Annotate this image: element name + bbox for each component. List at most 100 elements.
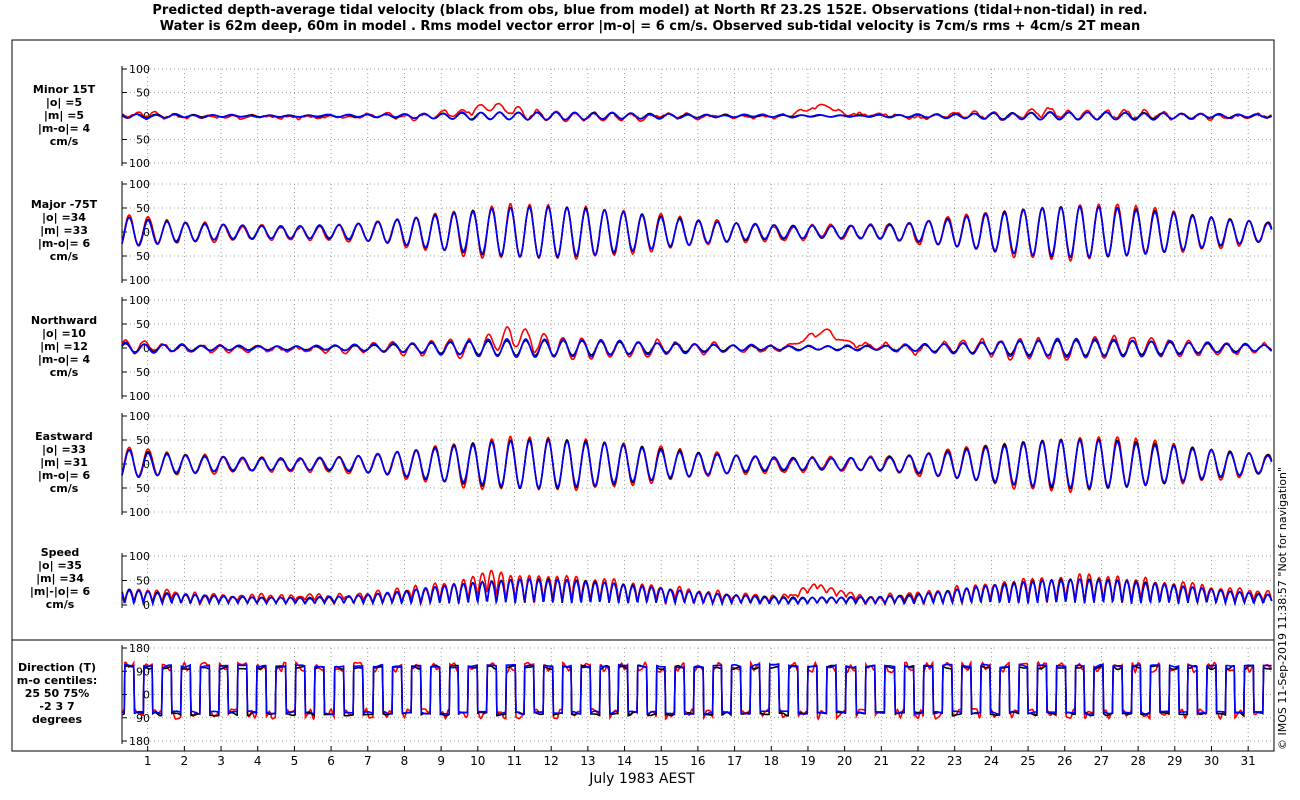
panel-label-line: |o| =10: [42, 327, 86, 340]
panel-label-line: Minor 15T: [33, 83, 96, 96]
x-tick-label: 14: [617, 754, 632, 768]
x-tick-label: 19: [800, 754, 815, 768]
y-tick-label: 50: [136, 366, 150, 379]
series-model-northward: [121, 337, 1273, 359]
x-tick-label: 4: [254, 754, 262, 768]
x-tick-label: 29: [1167, 754, 1182, 768]
series-model-speed: [121, 577, 1273, 608]
x-tick-label: 13: [580, 754, 595, 768]
y-tick-label: 0: [143, 226, 150, 239]
x-tick-label: 12: [544, 754, 559, 768]
x-tick-label: 16: [690, 754, 705, 768]
y-tick-label: 0: [143, 458, 150, 471]
panel-label-line: |m-o|= 6: [38, 469, 91, 482]
x-tick-label: 23: [947, 754, 962, 768]
x-tick-label: 24: [984, 754, 999, 768]
title-line-2: Water is 62m deep, 60m in model . Rms mo…: [160, 19, 1140, 34]
y-tick-label: 50: [136, 250, 150, 263]
panel-northward: 100 50 0 50 100 Northward|o| =10|m| =12|m-o|=…: [31, 294, 1273, 403]
panel-label-line: |m| =31: [40, 456, 88, 469]
y-tick-label: 0: [143, 689, 150, 702]
x-tick-label: 30: [1204, 754, 1219, 768]
y-tick-label: 50: [136, 434, 150, 447]
x-tick-label: 18: [764, 754, 779, 768]
y-tick-label: 100: [129, 390, 150, 403]
y-tick-label: 100: [129, 410, 150, 423]
panel-label-line: Eastward: [35, 430, 93, 443]
y-tick-label: 50: [136, 87, 150, 100]
panel-label-line: Direction (T): [18, 661, 96, 674]
x-tick-label: 8: [401, 754, 409, 768]
x-tick-label: 11: [507, 754, 522, 768]
x-tick-label: 7: [364, 754, 372, 768]
panel-label-line: |o| =34: [42, 211, 86, 224]
panel-label-line: |m-o|= 6: [38, 237, 91, 250]
series-model-eastward: [121, 439, 1273, 489]
panel-label-line: cm/s: [50, 250, 79, 263]
panel-label-line: cm/s: [50, 366, 79, 379]
panel-label-line: |o| =35: [38, 559, 82, 572]
y-tick-label: 0: [143, 342, 150, 355]
panel-label-line: cm/s: [50, 482, 79, 495]
panel-label-line: |m-o|= 4: [38, 122, 91, 135]
x-tick-label: 5: [291, 754, 299, 768]
panel-label-line: |m-o|= 4: [38, 353, 91, 366]
x-tick-label: 27: [1094, 754, 1109, 768]
panel-label-line: |m|-|o|= 6: [30, 585, 91, 598]
x-axis: 1 2 3 4 5 6 7 8 9 10 11 12 13 14 15 16 17 18 19 20 21 22 23 24 2…: [122, 746, 1272, 768]
x-tick-label: 15: [654, 754, 669, 768]
panel-label-line: Speed: [41, 546, 80, 559]
panel-label-line: Northward: [31, 314, 97, 327]
panel-label-line: |m| =34: [36, 572, 84, 585]
x-tick-label: 1: [144, 754, 152, 768]
y-tick-label: 50: [136, 575, 150, 588]
y-tick-label: 90: [136, 712, 150, 725]
y-tick-label: 100: [129, 63, 150, 76]
title-line-1: Predicted depth-average tidal velocity (…: [152, 3, 1147, 18]
y-tick-label: 50: [136, 482, 150, 495]
panel-eastward: 100 50 0 50 100 Eastward|o| =33|m| =31|m-o|= …: [35, 410, 1273, 519]
x-tick-label: 21: [874, 754, 889, 768]
x-tick-label: 6: [327, 754, 335, 768]
series-obs-tidal-direction: [121, 664, 1272, 717]
y-tick-label: 50: [136, 202, 150, 215]
copyright-credit: © IMOS 11-Sep-2019 11:38:57 "Not for nav…: [1276, 467, 1289, 750]
panel-label-line: degrees: [32, 713, 83, 726]
panel-label-line: m-o centiles:: [17, 674, 97, 687]
y-tick-label: 100: [129, 506, 150, 519]
x-tick-label: 2: [181, 754, 189, 768]
x-tick-label: 3: [217, 754, 225, 768]
series-model-direction: [121, 663, 1272, 715]
y-tick-label: 100: [129, 157, 150, 170]
x-tick-label: 25: [1020, 754, 1035, 768]
y-tick-label: 100: [129, 178, 150, 191]
y-tick-label: 0: [143, 599, 150, 612]
panel-label-line: 25 50 75%: [25, 687, 90, 700]
y-tick-label: 50: [136, 318, 150, 331]
x-tick-label: 20: [837, 754, 852, 768]
panel-label-line: Major -75T: [31, 198, 98, 211]
panel-major: 100 50 0 50 100 Major -75T|o| =34|m| =33|m-o|…: [31, 178, 1273, 287]
x-tick-label: 10: [470, 754, 485, 768]
panel-label-line: -2 3 7: [39, 700, 74, 713]
panel-label-line: |m| =33: [40, 224, 88, 237]
panel-label-line: cm/s: [50, 135, 79, 148]
panel-label-line: |m| =12: [40, 340, 88, 353]
y-tick-label: 180: [129, 735, 150, 748]
x-tick-label: 9: [437, 754, 445, 768]
y-tick-label: 100: [129, 274, 150, 287]
series-model-minor: [121, 110, 1272, 121]
series-model-major: [121, 205, 1273, 259]
x-tick-label: 22: [910, 754, 925, 768]
y-tick-label: 100: [129, 550, 150, 563]
panel-speed: 0 50 100 Speed|o| =35|m| =34|m|-|o|= 6cm/s: [30, 546, 1273, 612]
y-tick-label: 180: [129, 642, 150, 655]
x-tick-label: 28: [1130, 754, 1145, 768]
x-tick-label: 31: [1241, 754, 1256, 768]
y-tick-label: 100: [129, 294, 150, 307]
